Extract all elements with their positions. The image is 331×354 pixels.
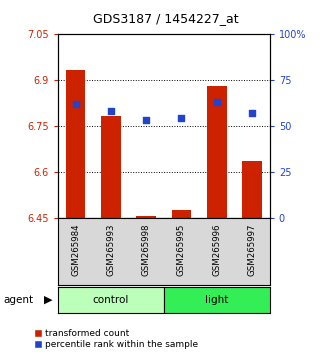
Text: GSM265993: GSM265993 bbox=[106, 223, 116, 276]
Bar bbox=[136, 216, 156, 218]
Point bbox=[144, 117, 149, 123]
Point bbox=[214, 99, 219, 104]
Bar bbox=[207, 86, 226, 218]
Text: GSM265984: GSM265984 bbox=[71, 223, 80, 276]
Point bbox=[73, 101, 78, 107]
Text: GSM265997: GSM265997 bbox=[248, 223, 257, 276]
Bar bbox=[66, 70, 85, 218]
Text: ▶: ▶ bbox=[44, 295, 52, 305]
Text: GSM265996: GSM265996 bbox=[212, 223, 221, 276]
Point bbox=[250, 110, 255, 116]
Text: agent: agent bbox=[3, 295, 33, 305]
Legend: transformed count, percentile rank within the sample: transformed count, percentile rank withi… bbox=[34, 329, 198, 349]
Bar bbox=[242, 161, 262, 218]
Text: light: light bbox=[205, 295, 228, 305]
Bar bbox=[172, 210, 191, 218]
Text: GDS3187 / 1454227_at: GDS3187 / 1454227_at bbox=[93, 12, 238, 25]
Text: GSM265995: GSM265995 bbox=[177, 223, 186, 276]
Bar bbox=[101, 116, 120, 218]
Point bbox=[179, 115, 184, 121]
Point bbox=[108, 108, 114, 114]
Text: control: control bbox=[93, 295, 129, 305]
Text: GSM265998: GSM265998 bbox=[142, 223, 151, 276]
